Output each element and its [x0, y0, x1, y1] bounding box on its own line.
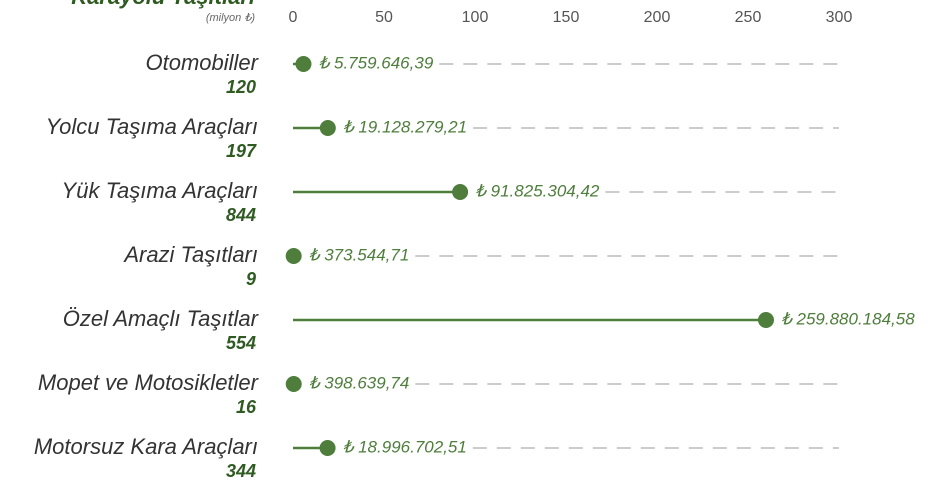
- count-label: 197: [226, 141, 257, 161]
- dot: [319, 440, 336, 456]
- x-tick-label: 100: [462, 9, 489, 26]
- count-label: 844: [226, 205, 256, 225]
- count-label: 9: [246, 269, 256, 289]
- dot: [757, 312, 774, 328]
- x-tick-label: 300: [826, 9, 853, 26]
- dot: [285, 376, 302, 392]
- category-label: Otomobiller: [146, 50, 260, 75]
- value-label: ₺ 5.759.646,39: [318, 53, 433, 72]
- category-label: Yolcu Taşıma Araçları: [46, 114, 258, 139]
- count-label: 16: [236, 397, 257, 417]
- category-label: Arazi Taşıtları: [122, 242, 258, 267]
- category-label: Özel Amaçlı Taşıtlar: [63, 306, 260, 331]
- x-tick-label: 250: [735, 9, 762, 26]
- dot: [452, 184, 469, 200]
- chart-title: Karayolu Taşıtları: [71, 0, 255, 9]
- x-tick-label: 50: [375, 9, 393, 26]
- count-label: 344: [226, 461, 256, 479]
- value-label: ₺ 398.639,74: [309, 373, 410, 392]
- x-tick-label: 200: [644, 9, 671, 26]
- x-tick-label: 0: [289, 9, 298, 26]
- value-label: ₺ 373.544,71: [309, 245, 410, 264]
- value-label: ₺ 91.825.304,42: [475, 181, 600, 200]
- dot: [285, 248, 302, 264]
- value-label: ₺ 19.128.279,21: [343, 117, 467, 136]
- x-tick-label: 150: [553, 9, 580, 26]
- category-label: Yük Taşıma Araçları: [62, 178, 258, 203]
- category-label: Mopet ve Motosikletler: [38, 370, 260, 395]
- count-label: 554: [226, 333, 256, 353]
- category-label: Motorsuz Kara Araçları: [34, 434, 258, 459]
- dot: [295, 56, 312, 72]
- chart-subtitle: (milyon ₺): [206, 12, 256, 24]
- count-label: 120: [226, 77, 256, 97]
- value-label: ₺ 259.880.184,58: [781, 309, 915, 328]
- dot: [319, 120, 336, 136]
- value-label: ₺ 18.996.702,51: [343, 437, 467, 456]
